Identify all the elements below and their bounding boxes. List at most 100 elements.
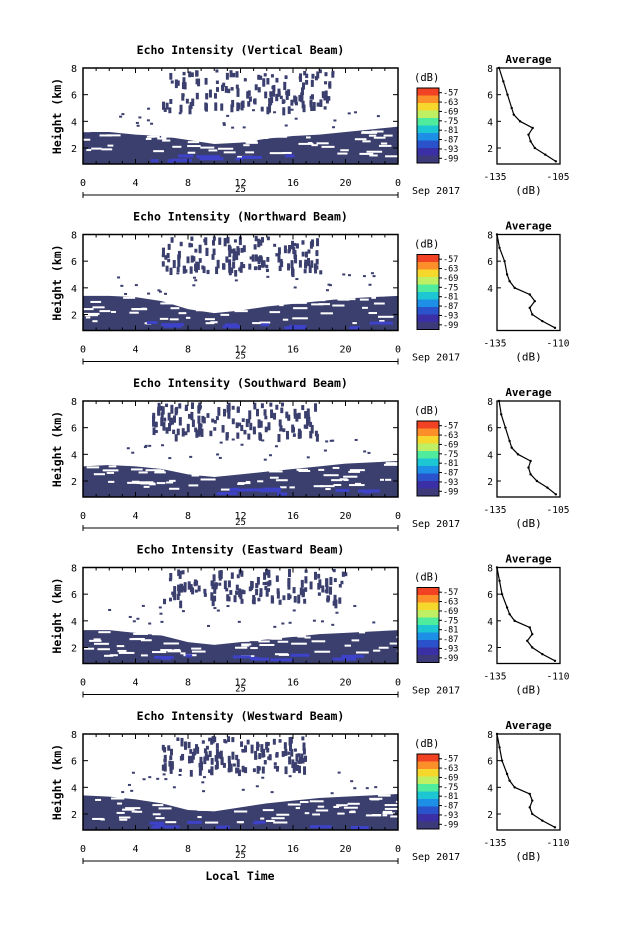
upper-echo bbox=[225, 256, 229, 263]
echo-speckle bbox=[347, 112, 351, 115]
upper-echo bbox=[268, 97, 272, 107]
upper-echo bbox=[285, 94, 289, 100]
upper-echo bbox=[290, 99, 294, 106]
upper-echo bbox=[176, 737, 180, 741]
echo-speckle bbox=[159, 612, 163, 615]
echo-speckle bbox=[132, 620, 136, 623]
profile-title: Average bbox=[505, 386, 552, 399]
upper-echo bbox=[226, 594, 230, 602]
y-tick-label: 8 bbox=[71, 397, 77, 408]
echo-gap bbox=[276, 813, 290, 816]
upper-echo bbox=[231, 751, 235, 760]
echo-gap bbox=[91, 147, 102, 150]
upper-echo bbox=[269, 402, 273, 407]
upper-echo bbox=[304, 587, 308, 592]
echo-speckle bbox=[178, 773, 182, 776]
profile-frame bbox=[496, 67, 561, 165]
y-tick-label: 8 bbox=[71, 564, 77, 575]
upper-echo bbox=[256, 747, 260, 751]
upper-echo bbox=[287, 89, 291, 96]
upper-echo bbox=[172, 260, 176, 269]
upper-echo bbox=[179, 104, 183, 113]
upper-echo bbox=[267, 581, 271, 587]
colorbar-swatch bbox=[417, 769, 439, 777]
echo-gap bbox=[337, 812, 345, 815]
upper-echo bbox=[299, 587, 303, 596]
colorbar-swatch bbox=[417, 761, 439, 770]
upper-echo bbox=[251, 599, 255, 604]
echo-gap bbox=[305, 136, 311, 139]
echo-speckle bbox=[168, 457, 172, 460]
colorbar-swatch bbox=[417, 284, 439, 293]
strong-echo bbox=[178, 154, 194, 158]
profile-point bbox=[541, 652, 544, 656]
echo-speckle bbox=[136, 124, 140, 127]
echo-speckle bbox=[329, 439, 333, 442]
echo-speckle bbox=[234, 279, 238, 282]
echo-speckle bbox=[218, 456, 222, 459]
upper-echo bbox=[188, 71, 192, 78]
echo-speckle bbox=[242, 126, 246, 129]
upper-echo bbox=[297, 753, 301, 757]
profile-y-tick-label: 8 bbox=[487, 397, 493, 408]
upper-echo bbox=[218, 582, 222, 586]
upper-echo bbox=[174, 79, 178, 89]
echo-gap bbox=[167, 650, 182, 653]
echo-gap bbox=[292, 301, 307, 304]
x-tick-label: 12 bbox=[234, 678, 246, 689]
strong-echo bbox=[248, 488, 270, 492]
echo-gap bbox=[116, 645, 125, 648]
echo-gap bbox=[268, 637, 282, 640]
echo-gap bbox=[239, 466, 247, 469]
upper-echo bbox=[236, 432, 240, 439]
upper-echo bbox=[263, 760, 267, 765]
upper-echo bbox=[265, 741, 269, 750]
echo-gap bbox=[293, 307, 308, 310]
upper-echo bbox=[267, 422, 271, 431]
echo-gap bbox=[373, 649, 381, 652]
upper-echo bbox=[319, 270, 323, 275]
echo-gap bbox=[95, 798, 102, 801]
echo-gap bbox=[351, 639, 360, 642]
profile-point bbox=[504, 426, 507, 429]
profile-point bbox=[527, 466, 530, 469]
upper-echo bbox=[256, 765, 260, 774]
echo-gap bbox=[269, 311, 281, 314]
echo-gap bbox=[311, 640, 326, 643]
upper-echo bbox=[263, 409, 267, 416]
upper-echo bbox=[275, 751, 279, 758]
x-tick-label: 20 bbox=[339, 345, 351, 356]
upper-echo bbox=[318, 69, 322, 74]
profile-point bbox=[531, 632, 534, 636]
upper-echo bbox=[258, 753, 262, 760]
profile-y-tick-label: 4 bbox=[487, 783, 493, 794]
echo-gap bbox=[395, 800, 409, 803]
echo-speckle bbox=[138, 116, 142, 119]
echo-gap bbox=[236, 821, 244, 824]
colorbar-swatch bbox=[417, 595, 439, 603]
echo-gap bbox=[133, 632, 149, 635]
upper-echo bbox=[154, 421, 158, 428]
upper-echo bbox=[204, 751, 208, 759]
upper-echo bbox=[304, 755, 308, 762]
echo-gap bbox=[346, 298, 356, 301]
upper-echo bbox=[232, 248, 236, 257]
profile-y-tick-label: 6 bbox=[487, 91, 493, 102]
upper-echo bbox=[329, 576, 333, 586]
echo-gap bbox=[152, 813, 161, 816]
upper-echo bbox=[261, 766, 265, 774]
echo-gap bbox=[348, 470, 361, 473]
strong-echo bbox=[149, 821, 165, 825]
echo-gap bbox=[379, 320, 385, 323]
profile-point bbox=[554, 493, 557, 496]
echo-gap bbox=[373, 302, 385, 305]
echo-speckle bbox=[144, 444, 148, 447]
profile-y-tick-label: 8 bbox=[487, 231, 493, 242]
colorbar-frame bbox=[416, 254, 440, 330]
upper-echo bbox=[152, 427, 156, 436]
upper-echo bbox=[256, 576, 260, 585]
upper-echo bbox=[275, 77, 279, 83]
upper-echo bbox=[244, 745, 248, 753]
echo-gap bbox=[313, 485, 324, 488]
echo-gap bbox=[362, 306, 368, 309]
